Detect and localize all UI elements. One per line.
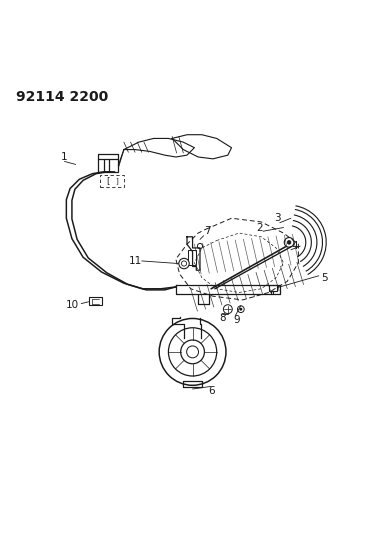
Bar bbox=[98, 159, 118, 172]
Circle shape bbox=[237, 306, 244, 312]
Circle shape bbox=[239, 308, 242, 311]
Text: ]: ] bbox=[115, 177, 118, 184]
Circle shape bbox=[284, 238, 294, 247]
Text: 2: 2 bbox=[256, 222, 263, 232]
Bar bbox=[100, 175, 124, 187]
Text: 6: 6 bbox=[208, 386, 214, 396]
Bar bbox=[89, 297, 102, 305]
Bar bbox=[269, 285, 277, 290]
Circle shape bbox=[223, 305, 232, 313]
Text: 7: 7 bbox=[204, 226, 211, 236]
Bar bbox=[188, 250, 196, 265]
Text: [: [ bbox=[107, 176, 110, 185]
Text: 8: 8 bbox=[219, 313, 226, 324]
Circle shape bbox=[287, 240, 291, 244]
Text: 92114 2200: 92114 2200 bbox=[16, 90, 108, 104]
Text: 5: 5 bbox=[321, 273, 328, 282]
Text: 11: 11 bbox=[128, 256, 142, 266]
Text: 3: 3 bbox=[275, 213, 281, 223]
Text: 1: 1 bbox=[61, 152, 68, 162]
Text: 10: 10 bbox=[65, 301, 79, 311]
Circle shape bbox=[179, 259, 189, 269]
Text: 4: 4 bbox=[291, 241, 298, 251]
Text: 9: 9 bbox=[234, 316, 240, 325]
